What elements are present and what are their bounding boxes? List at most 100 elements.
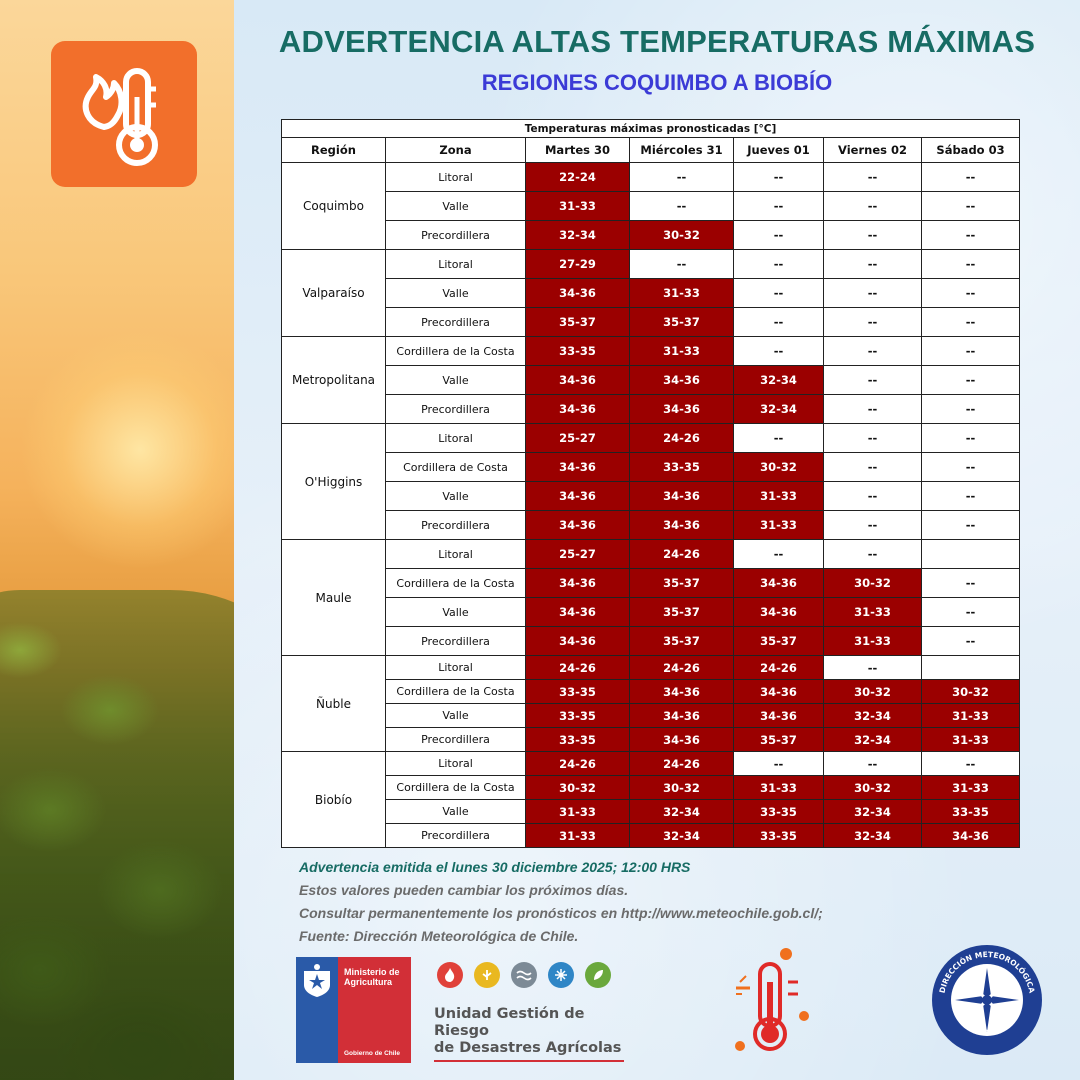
temperature-cell [920,539,1021,569]
temperature-cell: -- [920,481,1021,511]
temperature-alert-cell: 35-37 [629,568,734,598]
ugrd-name-line1: Unidad Gestión de Riesgo [434,1006,585,1039]
ugrd-underline [434,1060,624,1062]
fire-icon [437,962,463,988]
table-row: Valle 31-33 -- -- -- -- [282,191,1021,221]
temperature-cell: -- [823,481,922,511]
temperature-cell: -- [920,365,1021,395]
table-row: Valle 34-36 34-36 32-34 -- -- [282,365,1021,395]
temperature-alert-cell: 30-32 [920,679,1021,704]
temperature-cell: -- [823,394,922,424]
zone-cell: Precordillera [385,220,526,250]
temperature-alert-cell: 33-35 [525,703,630,728]
temperature-cell: -- [920,278,1021,308]
temperature-alert-cell: 33-35 [525,336,630,366]
temperature-alert-cell: 31-33 [823,597,922,627]
zone-cell: Litoral [385,539,526,569]
zone-cell: Litoral [385,249,526,279]
ministerio-line2: Agricultura [344,977,393,987]
temperature-alert-cell: 31-33 [733,510,824,540]
zone-cell: Valle [385,597,526,627]
gobierno-label: Gobierno de Chile [344,1050,400,1057]
temperature-cell: -- [629,162,734,192]
temperature-alert-cell: 34-36 [733,597,824,627]
temperature-cell: -- [629,191,734,221]
temperature-alert-cell: 22-24 [525,162,630,192]
column-header: Zona [385,137,526,163]
temperature-cell: -- [920,162,1021,192]
temperature-cell: -- [733,336,824,366]
temperature-alert-cell: 31-33 [823,626,922,656]
temperature-cell: -- [920,220,1021,250]
table-row: Cordillera de la Costa 30-32 30-32 31-33 30-… [282,775,1021,800]
temperature-cell: -- [823,162,922,192]
logo-blue-band [296,957,338,1063]
temperature-alert-cell: 32-34 [629,823,734,848]
temperature-cell: -- [733,220,824,250]
temperature-alert-cell: 34-36 [733,703,824,728]
table-row: Precordillera 34-36 34-36 32-34 -- -- [282,394,1021,424]
temperature-cell: -- [733,423,824,453]
temperature-alert-cell: 32-34 [823,799,922,824]
temperature-cell: -- [920,394,1021,424]
temperature-alert-cell: 30-32 [629,775,734,800]
temperature-alert-cell: 33-35 [629,452,734,482]
temperature-alert-cell: 31-33 [733,775,824,800]
zone-cell: Cordillera de la Costa [385,679,526,704]
table-row: Precordillera 34-36 35-37 35-37 31-33 -- [282,626,1021,656]
temperature-alert-cell: 25-27 [525,423,630,453]
temperature-cell: -- [733,307,824,337]
flame-thermometer-icon [82,68,158,166]
zone-cell: Valle [385,703,526,728]
temperature-alert-cell: 33-35 [525,727,630,752]
temperature-alert-cell: 34-36 [525,452,630,482]
temperature-alert-cell: 24-26 [629,423,734,453]
table-row: Metropolitana Cordillera de la Costa 33-35… [281,336,1021,424]
zone-cell: Litoral [385,162,526,192]
ministerio-agricultura-logo: Ministerio de Agricultura Gobierno de Ch… [296,957,411,1063]
temperature-alert-cell: 30-32 [525,775,630,800]
plant-icon [585,962,611,988]
temperature-alert-cell: 24-26 [629,751,734,776]
table-row: Cordillera de Costa 34-36 33-35 30-32 -- -- [282,452,1021,482]
temperature-cell: -- [823,191,922,221]
temperature-cell: -- [823,278,922,308]
zone-cell: Cordillera de la Costa [385,336,526,366]
temperature-alert-cell: 34-36 [525,481,630,511]
column-header: Sábado 03 [920,137,1021,163]
table-body: Coquimbo Litoral 22-24 -- -- -- -- Valle 31-33 --… [281,162,1021,848]
ministerio-label: Ministerio de Agricultura [344,967,400,987]
temperature-alert-cell: 32-34 [823,727,922,752]
temperature-alert-cell: 24-26 [629,539,734,569]
ugrd-name-line2: de Desastres Agrícolas [434,1040,622,1056]
table-row: Cordillera de la Costa 33-35 34-36 34-36 30-… [282,679,1021,704]
temperature-alert-cell: 34-36 [525,394,630,424]
zone-cell: Valle [385,191,526,221]
temperature-alert-cell: 31-33 [920,703,1021,728]
source-note: Fuente: Dirección Meteorológica de Chile… [299,928,579,944]
temperature-alert-cell: 34-36 [525,597,630,627]
region-cell: Maule [281,539,386,656]
temperature-alert-cell: 24-26 [733,655,824,680]
chile-coat-of-arms-icon [304,964,330,997]
hot-thermometer-icon [728,942,812,1058]
column-header: Martes 30 [525,137,630,163]
table-row: Valparaíso Litoral 27-29 -- -- -- -- [281,249,1021,337]
table-row: Valle 34-36 35-37 34-36 31-33 -- [282,597,1021,627]
temperature-cell: -- [733,539,824,569]
region-cell: Ñuble [281,655,386,752]
temperature-alert-cell: 35-37 [629,626,734,656]
temperature-alert-cell: 31-33 [920,727,1021,752]
temperature-cell: -- [823,539,922,569]
zone-cell: Litoral [385,655,526,680]
temperature-alert-cell: 24-26 [629,655,734,680]
temperature-alert-cell: 30-32 [823,775,922,800]
consult-note: Consultar permanentemente los pronóstico… [299,905,823,921]
temperature-alert-cell: 33-35 [733,799,824,824]
zone-cell: Litoral [385,423,526,453]
temperature-cell: -- [823,365,922,395]
disclaimer-note: Estos valores pueden cambiar los próximo… [299,882,629,898]
table-row: Cordillera de la Costa 34-36 35-37 34-36 30-… [282,568,1021,598]
temperature-alert-cell: 34-36 [525,568,630,598]
temperature-alert-cell: 33-35 [920,799,1021,824]
